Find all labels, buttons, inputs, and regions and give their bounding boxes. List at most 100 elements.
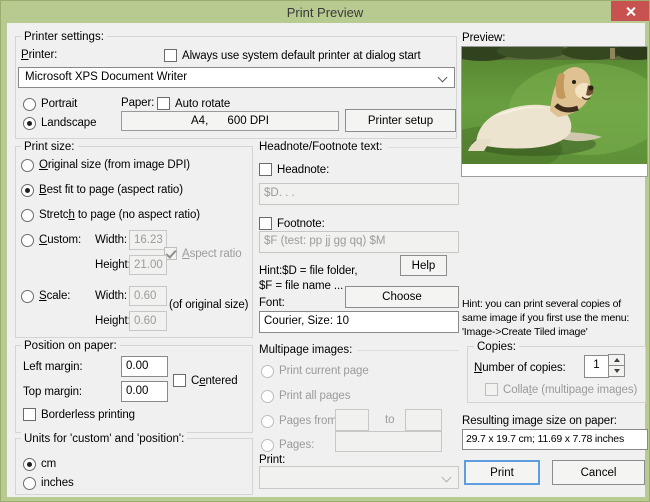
auto-rotate-checkbox[interactable] <box>157 97 170 110</box>
copies-spinner <box>608 354 625 378</box>
font-label: Font: <box>259 297 285 309</box>
help-button[interactable]: Help <box>400 255 447 276</box>
preview-label: Preview: <box>462 32 506 44</box>
centered-checkbox[interactable] <box>173 374 186 387</box>
scale-radio[interactable] <box>21 290 34 303</box>
number-of-copies-label: Number of copies: <box>474 362 566 374</box>
section-divider <box>357 350 459 351</box>
pages-from-radio <box>261 415 274 428</box>
position-group-label: Position on paper: <box>21 339 120 353</box>
variables-hint-line1: Hint:$D = file folder, <box>259 265 358 277</box>
tiled-hint-line2: same image if you first use the menu: <box>462 312 630 324</box>
collate-checkbox <box>485 383 498 396</box>
font-display-field: Courier, Size: 10 <box>259 311 459 333</box>
print-size-group <box>15 146 253 338</box>
triangle-up-icon <box>613 358 620 362</box>
custom-size-radio[interactable] <box>21 234 34 247</box>
original-size-radio[interactable] <box>21 159 34 172</box>
stretch-radio[interactable] <box>21 209 34 222</box>
chevron-down-icon <box>441 472 452 483</box>
scale-width-label: Width: <box>95 290 127 302</box>
print-size-group-label: Print size: <box>21 140 78 154</box>
always-default-checkbox[interactable] <box>164 49 177 62</box>
pages-list-field <box>335 431 442 452</box>
printer-setup-button[interactable]: Printer setup <box>345 109 456 132</box>
print-current-page-radio-label: Print current page <box>279 365 369 377</box>
units-inches-radio[interactable] <box>23 477 36 490</box>
units-inches-radio-label[interactable]: inches <box>41 477 74 489</box>
always-default-checkbox-label[interactable]: Always use system default printer at dia… <box>182 50 421 62</box>
landscape-radio-label[interactable]: Landscape <box>41 117 97 129</box>
stretch-radio-label[interactable]: Stretch to page (no aspect ratio) <box>39 209 200 221</box>
pages-list-radio-label: Pages: <box>279 439 315 451</box>
paper-label: Paper: <box>121 97 155 109</box>
portrait-radio[interactable] <box>23 98 36 111</box>
auto-rotate-checkbox-label[interactable]: Auto rotate <box>175 98 231 110</box>
cancel-button[interactable]: Cancel <box>552 460 645 485</box>
custom-height-label: Height: <box>95 259 131 271</box>
resulting-size-field: 29.7 x 19.7 cm; 11.69 x 7.78 inches <box>462 429 648 450</box>
print-current-page-radio <box>261 365 274 378</box>
printer-settings-group <box>15 36 457 139</box>
original-size-radio-label[interactable]: Original size (from image DPI) <box>39 159 191 171</box>
centered-checkbox-label[interactable]: Centered <box>191 375 238 387</box>
headnote-text-field: $D. . . <box>259 183 459 205</box>
preview-pane <box>461 46 648 177</box>
top-margin-field[interactable]: 0.00 <box>121 381 168 402</box>
spinner-down-button[interactable] <box>608 365 625 377</box>
scale-radio-label[interactable]: Scale: <box>39 290 71 302</box>
print-all-pages-radio <box>261 390 274 403</box>
best-fit-radio-label[interactable]: Best fit to page (aspect ratio) <box>39 184 183 196</box>
units-group-label: Units for 'custom' and 'position': <box>21 432 188 446</box>
scale-height-field: 0.60 <box>129 311 167 331</box>
close-button[interactable] <box>611 1 649 21</box>
custom-size-radio-label[interactable]: Custom: <box>39 234 82 246</box>
printer-select[interactable]: Microsoft XPS Document Writer <box>18 67 455 88</box>
multipage-section-header: Multipage images: <box>259 344 459 356</box>
printer-settings-group-label: Printer settings: <box>21 30 107 44</box>
section-divider <box>387 147 459 148</box>
custom-width-field: 16.23 <box>129 230 167 250</box>
borderless-checkbox[interactable] <box>23 408 36 421</box>
collate-checkbox-label: Collate (multipage images) <box>503 384 638 396</box>
number-of-copies-field[interactable]: 1 <box>584 355 609 378</box>
print-all-pages-radio-label: Print all pages <box>279 390 351 402</box>
close-icon <box>625 6 636 17</box>
units-cm-radio[interactable] <box>23 458 36 471</box>
headnote-footnote-section-header: Headnote/Footnote text: <box>259 141 459 153</box>
units-cm-radio-label[interactable]: cm <box>41 458 57 470</box>
pages-to-label: to <box>385 414 395 426</box>
multipage-print-select <box>259 466 459 489</box>
pages-from-radio-label: Pages from: <box>279 415 340 427</box>
scale-height-label: Height: <box>95 315 131 327</box>
portrait-radio-label[interactable]: Portrait <box>41 98 78 110</box>
aspect-ratio-checkbox-label: Aspect ratio <box>182 248 242 260</box>
variables-hint-line2: $F = file name ... <box>259 280 344 292</box>
choose-font-button[interactable]: Choose <box>345 286 459 308</box>
window-title: Print Preview <box>286 4 364 20</box>
printer-label: Printer: <box>21 49 58 61</box>
print-button[interactable]: Print <box>464 460 540 485</box>
title-bar: Print Preview <box>1 1 649 23</box>
best-fit-radio[interactable] <box>21 184 34 197</box>
headnote-checkbox-label[interactable]: Headnote: <box>277 164 330 176</box>
aspect-ratio-checkbox <box>164 247 177 260</box>
custom-height-field: 21.00 <box>129 255 167 275</box>
footnote-checkbox-label[interactable]: Footnote: <box>277 218 325 230</box>
tiled-hint-line1: Hint: you can print several copies of <box>462 298 621 310</box>
of-original-size-label: (of original size) <box>169 299 249 311</box>
pages-from-field <box>335 409 369 431</box>
pages-to-field <box>405 409 442 431</box>
tiled-hint-line3: 'Image->Create Tiled image' <box>462 326 588 338</box>
borderless-checkbox-label[interactable]: Borderless printing <box>41 409 135 421</box>
left-margin-field[interactable]: 0.00 <box>121 356 168 377</box>
footnote-text-field: $F (test: pp jj gg qq) $M <box>259 231 459 253</box>
footnote-checkbox[interactable] <box>259 217 272 230</box>
copies-group <box>467 346 646 403</box>
landscape-radio[interactable] <box>23 117 36 130</box>
scale-width-field: 0.60 <box>129 286 167 306</box>
headnote-checkbox[interactable] <box>259 163 272 176</box>
custom-width-label: Width: <box>95 234 127 246</box>
multipage-print-label: Print: <box>259 454 286 466</box>
printer-select-value: Microsoft XPS Document Writer <box>25 71 188 83</box>
